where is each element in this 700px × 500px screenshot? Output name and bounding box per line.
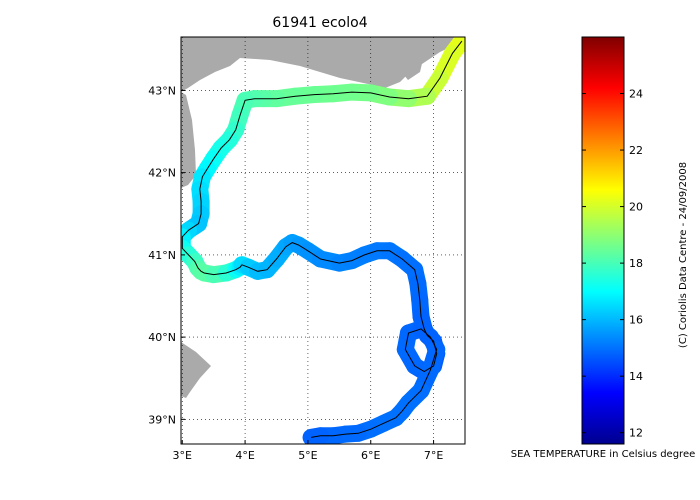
colorbar-tick-label: 20: [629, 201, 643, 214]
coastline-land-west: [181, 92, 196, 188]
lon-tick-label: 6°E: [361, 449, 380, 462]
lat-tick-label: 42°N: [148, 167, 176, 180]
map-title: 61941 ecolo4: [272, 15, 367, 31]
float-track: [181, 37, 465, 444]
colorbar-frame: [581, 36, 625, 445]
lat-tick-label: 40°N: [148, 331, 176, 344]
map-area: 3°E 4°E 5°E 6°E 7°E 39°N 40°N 41°N 42°N 43°N: [148, 36, 466, 462]
colorbar-label: SEA TEMPERATURE in Celsius degree: [511, 449, 696, 460]
lat-tick-label: 41°N: [148, 249, 176, 262]
coastline-land-corsica: [400, 55, 424, 80]
colorbar-tick-label: 14: [629, 370, 643, 383]
lon-tick-label: 3°E: [173, 449, 192, 462]
colorbar-gradient: [582, 37, 624, 444]
credit-text: (C) Coriolis Data Centre - 24/09/2008: [678, 162, 689, 348]
lon-tick-label: 7°E: [424, 449, 443, 462]
track-line: [181, 40, 463, 438]
colorbar-tick-label: 22: [629, 144, 643, 157]
colorbar-ticks: 12 14 16 18 20 22 24: [582, 88, 643, 440]
colorbar: 12 14 16 18 20 22 24 SEA TEMPERATURE in Celsiu…: [511, 36, 696, 460]
lat-tick-label: 39°N: [148, 413, 176, 426]
coastline-land-north: [181, 37, 465, 92]
land-layer: [181, 37, 465, 398]
coastline-land-sardinia: [181, 342, 211, 398]
map-frame: [180, 36, 466, 445]
colorbar-tick-label: 16: [629, 314, 643, 327]
lon-tick-label: 4°E: [235, 449, 254, 462]
lat-tick-label: 43°N: [148, 84, 176, 97]
lat-ticks: 39°N 40°N 41°N 42°N 43°N: [148, 84, 185, 426]
colorbar-tick-label: 24: [629, 88, 643, 101]
colorbar-tick-label: 12: [629, 427, 643, 440]
lon-tick-label: 5°E: [298, 449, 317, 462]
colorbar-tick-label: 18: [629, 257, 643, 270]
lon-ticks: 3°E 4°E 5°E 6°E 7°E: [173, 440, 443, 462]
